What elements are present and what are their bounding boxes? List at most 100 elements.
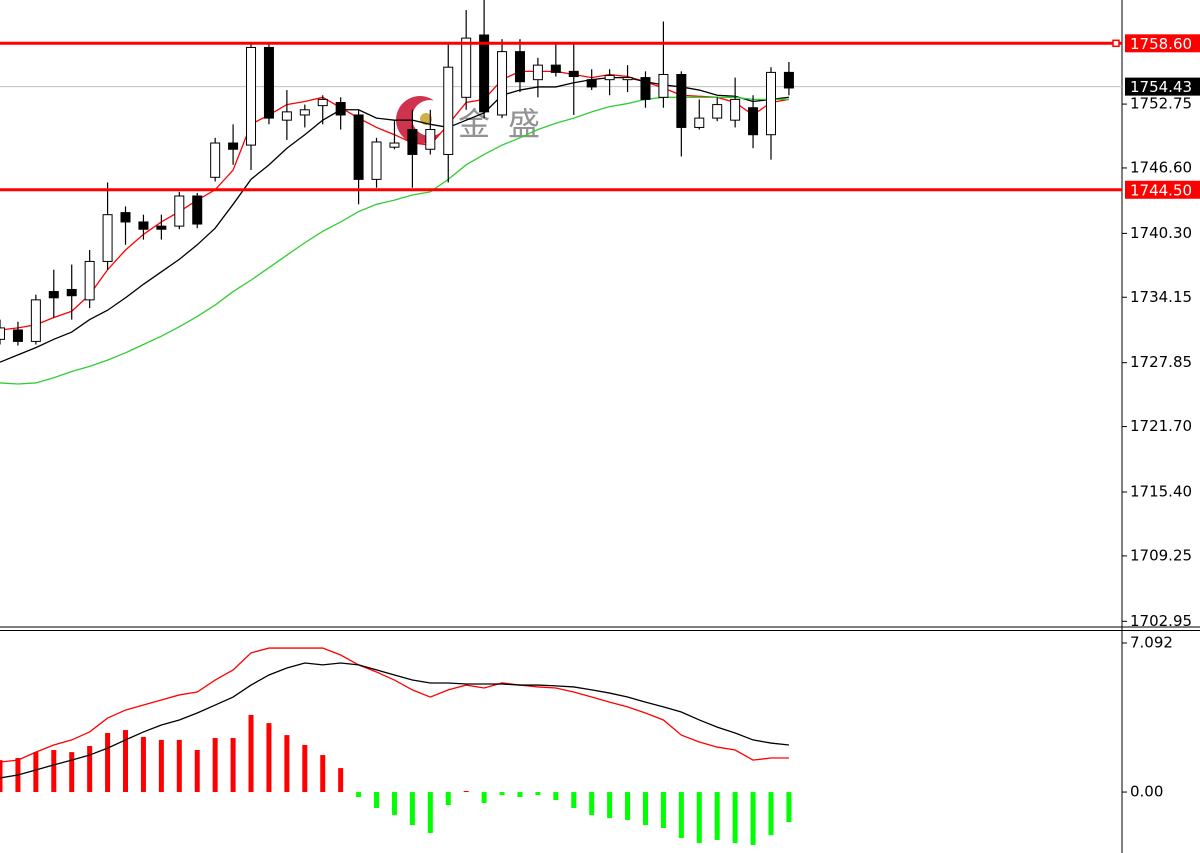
candle-body <box>84 260 95 301</box>
level-tag <box>1125 180 1200 199</box>
histogram-bar <box>517 792 523 798</box>
candle-body <box>550 64 561 73</box>
histogram-bar <box>374 792 380 809</box>
level-marker <box>1112 39 1120 48</box>
indicator-line <box>0 662 789 779</box>
candle-body <box>479 34 490 113</box>
histogram-bar <box>356 792 362 798</box>
histogram-bar <box>158 739 164 793</box>
candle-body <box>66 288 77 297</box>
histogram-bar <box>427 792 433 834</box>
candle-body <box>0 327 5 340</box>
candle-body <box>765 71 776 136</box>
histogram-bar <box>33 752 39 793</box>
candle-body <box>48 291 59 299</box>
y-tick-label: 1752.75 <box>1130 95 1192 113</box>
indicator-line <box>0 647 789 763</box>
y-tick-label: 1721.70 <box>1130 417 1192 435</box>
candle-body <box>783 71 794 89</box>
candle-body <box>622 77 633 81</box>
histogram-bar <box>732 792 738 844</box>
y-tick-label: 1734.15 <box>1130 288 1192 306</box>
candle-body <box>461 37 472 98</box>
histogram-bar <box>660 792 666 828</box>
candle-body <box>174 195 185 227</box>
current-price-tag <box>1125 77 1200 96</box>
histogram-bar <box>445 792 451 806</box>
candle-body <box>586 79 597 88</box>
histogram-bar <box>786 792 792 823</box>
candle-body <box>228 142 239 150</box>
histogram-bar <box>696 792 702 844</box>
candle-body <box>712 104 723 119</box>
candle-body <box>389 142 400 148</box>
histogram-bar <box>714 792 720 840</box>
watermark: 金盛 <box>458 105 558 143</box>
histogram-bar <box>51 750 57 793</box>
level-label: 1744.50 <box>1130 181 1192 199</box>
histogram-bar <box>589 792 595 815</box>
candle-body <box>263 46 274 119</box>
candle-body <box>425 129 436 150</box>
candle-body <box>156 225 167 230</box>
histogram-bar <box>499 792 505 795</box>
histogram-bar <box>409 792 415 826</box>
histogram-bar <box>571 792 577 809</box>
histogram-bar <box>248 714 254 793</box>
histogram-bar <box>642 792 648 826</box>
y-tick-label: 1740.30 <box>1130 224 1192 242</box>
histogram-bar <box>481 792 487 803</box>
histogram-bar <box>176 739 182 793</box>
histogram-bar <box>105 732 111 793</box>
histogram-bar <box>212 738 218 793</box>
histogram-bar <box>266 723 272 793</box>
candle-body <box>658 73 669 98</box>
candle-body <box>281 111 292 121</box>
histogram-bar <box>140 736 146 793</box>
candle-body <box>532 64 543 81</box>
y-tick-label: 7.092 <box>1130 633 1173 651</box>
histogram-bar <box>338 768 344 793</box>
candle-body <box>353 114 364 180</box>
candle-body <box>371 141 382 180</box>
candle-body <box>317 98 328 107</box>
candle-body <box>192 195 203 225</box>
histogram-bar <box>230 738 236 793</box>
histogram-bar <box>391 792 397 815</box>
histogram-bar <box>87 746 93 793</box>
candle-body <box>640 77 651 100</box>
y-tick-label: 1715.40 <box>1130 483 1192 501</box>
histogram-bar <box>0 760 3 793</box>
y-tick-label: 1746.60 <box>1130 158 1192 176</box>
histogram-bar <box>678 792 684 839</box>
candle-body <box>497 51 508 116</box>
level-tag <box>1125 34 1200 53</box>
candle-body <box>246 46 257 146</box>
candle-body <box>138 221 149 230</box>
histogram-bar <box>607 792 613 819</box>
histogram-bar <box>302 744 308 793</box>
candle-body <box>102 214 113 262</box>
histogram-bar <box>768 792 774 836</box>
histogram-bar <box>194 750 200 793</box>
histogram-bar <box>320 755 326 793</box>
candle-body <box>514 51 525 83</box>
candle-body <box>694 117 705 128</box>
histogram-bar <box>463 790 469 793</box>
y-tick-label: 1709.25 <box>1130 546 1192 564</box>
candle-body <box>676 73 687 128</box>
current-price-label: 1754.43 <box>1130 78 1192 96</box>
candle-body <box>730 98 741 121</box>
candle-body <box>12 329 23 342</box>
candle-body <box>443 66 454 155</box>
candle-body <box>210 142 221 178</box>
candle-body <box>604 75 615 81</box>
histogram-bar <box>625 792 631 821</box>
candle-body <box>568 70 579 78</box>
y-tick-label: 1702.95 <box>1130 612 1192 630</box>
candle-body <box>120 212 131 223</box>
candle-body <box>335 102 346 116</box>
candle-body <box>748 107 759 136</box>
histogram-bar <box>123 730 129 793</box>
